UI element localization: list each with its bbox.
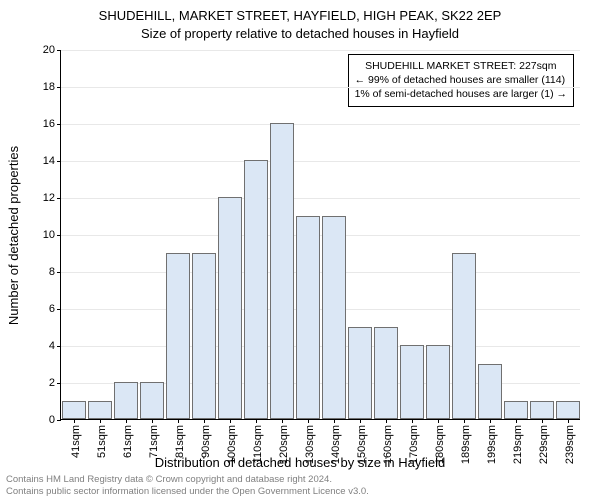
footer-line1: Contains HM Land Registry data © Crown c… — [6, 474, 596, 486]
gridline — [61, 50, 580, 51]
x-tick-label: 51sqm — [96, 419, 108, 458]
gridline — [61, 346, 580, 347]
y-tick-label: 8 — [49, 266, 61, 278]
y-tick-label: 14 — [43, 155, 61, 167]
bar — [426, 345, 451, 419]
bar — [348, 327, 373, 420]
bar — [478, 364, 503, 420]
y-tick-label: 10 — [43, 229, 61, 241]
x-tick-label: 41sqm — [70, 419, 82, 458]
bar — [192, 253, 217, 420]
x-axis-label: Distribution of detached houses by size … — [0, 455, 600, 470]
y-tick-label: 20 — [43, 44, 61, 56]
chart-title-line2: Size of property relative to detached ho… — [0, 26, 600, 41]
bar — [504, 401, 529, 420]
gridline — [61, 124, 580, 125]
x-tick-label: 71sqm — [148, 419, 160, 458]
bar — [62, 401, 87, 420]
annotation-line: SHUDEHILL MARKET STREET: 227sqm — [355, 59, 567, 73]
y-tick-label: 2 — [49, 377, 61, 389]
y-tick-label: 12 — [43, 192, 61, 204]
bar — [218, 197, 243, 419]
gridline — [61, 198, 580, 199]
bar — [556, 401, 581, 420]
bar — [114, 382, 139, 419]
y-tick-label: 6 — [49, 303, 61, 315]
y-axis-label: Number of detached properties — [6, 50, 22, 420]
annotation-line: 1% of semi-detached houses are larger (1… — [355, 87, 567, 101]
bar — [166, 253, 191, 420]
bar — [244, 160, 269, 419]
chart-title-line1: SHUDEHILL, MARKET STREET, HAYFIELD, HIGH… — [0, 8, 600, 23]
x-tick-label: 90sqm — [200, 419, 212, 458]
y-tick-label: 16 — [43, 118, 61, 130]
bar — [322, 216, 347, 420]
gridline — [61, 161, 580, 162]
bar — [530, 401, 555, 420]
gridline — [61, 235, 580, 236]
bar — [296, 216, 321, 420]
y-tick-label: 18 — [43, 81, 61, 93]
annotation-line: ← 99% of detached houses are smaller (11… — [355, 73, 567, 87]
bar — [88, 401, 113, 420]
gridline — [61, 309, 580, 310]
bar — [452, 253, 477, 420]
plot-area: SHUDEHILL MARKET STREET: 227sqm← 99% of … — [60, 50, 580, 420]
bar — [374, 327, 399, 420]
gridline — [61, 87, 580, 88]
gridline — [61, 272, 580, 273]
chart-container: SHUDEHILL, MARKET STREET, HAYFIELD, HIGH… — [0, 0, 600, 500]
footer-attribution: Contains HM Land Registry data © Crown c… — [6, 474, 596, 498]
x-tick-label: 61sqm — [122, 419, 134, 458]
annotation-box: SHUDEHILL MARKET STREET: 227sqm← 99% of … — [348, 54, 574, 107]
bar — [140, 382, 165, 419]
bar — [400, 345, 425, 419]
bar — [270, 123, 295, 419]
y-tick-label: 0 — [49, 414, 61, 426]
x-tick-label: 81sqm — [174, 419, 186, 458]
y-tick-label: 4 — [49, 340, 61, 352]
footer-line2: Contains public sector information licen… — [6, 486, 596, 498]
